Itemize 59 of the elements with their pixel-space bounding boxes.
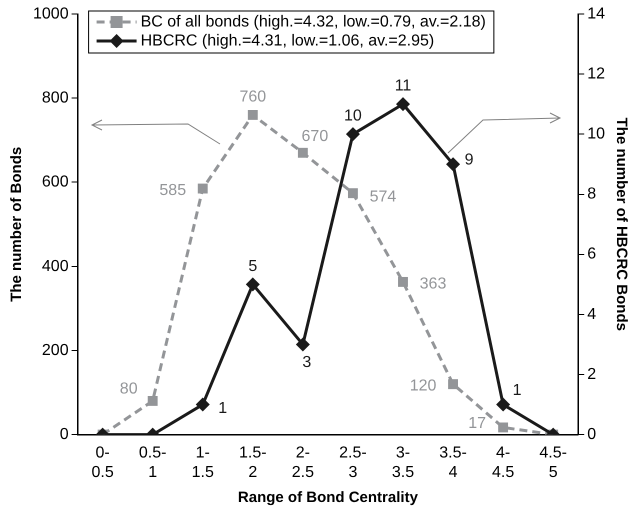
y2-tick-label: 8 <box>587 186 596 203</box>
y2-tick-label: 10 <box>587 126 606 143</box>
x-tick-label: 2.5-3 <box>339 444 367 481</box>
data-label: 80 <box>120 380 138 398</box>
x-tick-label: 2-2.5 <box>292 444 314 481</box>
data-label: 1 <box>512 382 522 399</box>
x-tick-label: 0.5-1 <box>138 444 166 481</box>
data-label: 120 <box>410 378 436 395</box>
data-label: 5 <box>248 258 258 275</box>
y-tick-label: 1000 <box>33 5 69 22</box>
data-label: 10 <box>344 108 362 125</box>
point <box>498 422 508 432</box>
x-tick-label: 0-0.5 <box>92 444 114 481</box>
y2-tick-label: 2 <box>587 366 596 383</box>
x-tick-label: 1-1.5 <box>192 444 214 481</box>
legend-label: BC of all bonds (high.=4.32, low.=0.79, av.=2.18) <box>140 13 486 30</box>
point <box>246 277 260 292</box>
x-tick-label: 1.5-2 <box>239 444 267 481</box>
y2-tick-label: 0 <box>587 426 596 444</box>
data-label: 760 <box>239 88 266 106</box>
data-label: 363 <box>420 275 446 292</box>
point <box>448 379 458 390</box>
point <box>248 110 258 120</box>
data-label: 17 <box>468 414 486 432</box>
point <box>198 184 208 194</box>
data-label: 9 <box>464 152 474 169</box>
y-tick-label: 400 <box>42 258 69 275</box>
point <box>346 127 360 142</box>
x-tick-label: 3.5-4 <box>439 444 467 481</box>
legend-label: HBCRC (high.=4.31, low.=1.06, av.=2.95) <box>140 32 434 50</box>
data-label: 3 <box>302 354 312 371</box>
point <box>148 396 158 406</box>
y2-tick-label: 6 <box>587 246 596 263</box>
y-tick-label: 800 <box>42 90 69 107</box>
data-label: 585 <box>159 182 186 199</box>
y-axis-title: The number of Bonds <box>8 146 26 302</box>
x-tick-label: 3-3.5 <box>392 444 414 481</box>
point <box>398 276 408 287</box>
y2-tick-label: 4 <box>587 306 596 323</box>
point <box>196 398 210 412</box>
data-label: 574 <box>370 188 396 206</box>
data-label: 11 <box>394 78 412 95</box>
x-axis-title: Range of Bond Centrality <box>238 489 419 506</box>
x-tick-label: 4.5-5 <box>539 444 567 481</box>
data-label: 1 <box>218 400 228 417</box>
point <box>496 398 510 412</box>
y2-tick-label: 12 <box>587 65 606 82</box>
y-tick-label: 200 <box>42 342 69 359</box>
point <box>446 157 460 172</box>
y-tick-label: 600 <box>42 174 69 191</box>
x-tick-label: 4-4.5 <box>492 444 514 481</box>
data-label: 670 <box>302 128 328 146</box>
point <box>298 148 308 158</box>
y-tick-label: 0 <box>60 426 69 444</box>
y2-axis-title: The number of HBCRC Bonds <box>612 118 630 331</box>
point <box>296 337 310 352</box>
y2-tick-label: 14 <box>587 5 606 22</box>
point <box>396 97 410 112</box>
point <box>348 188 358 198</box>
